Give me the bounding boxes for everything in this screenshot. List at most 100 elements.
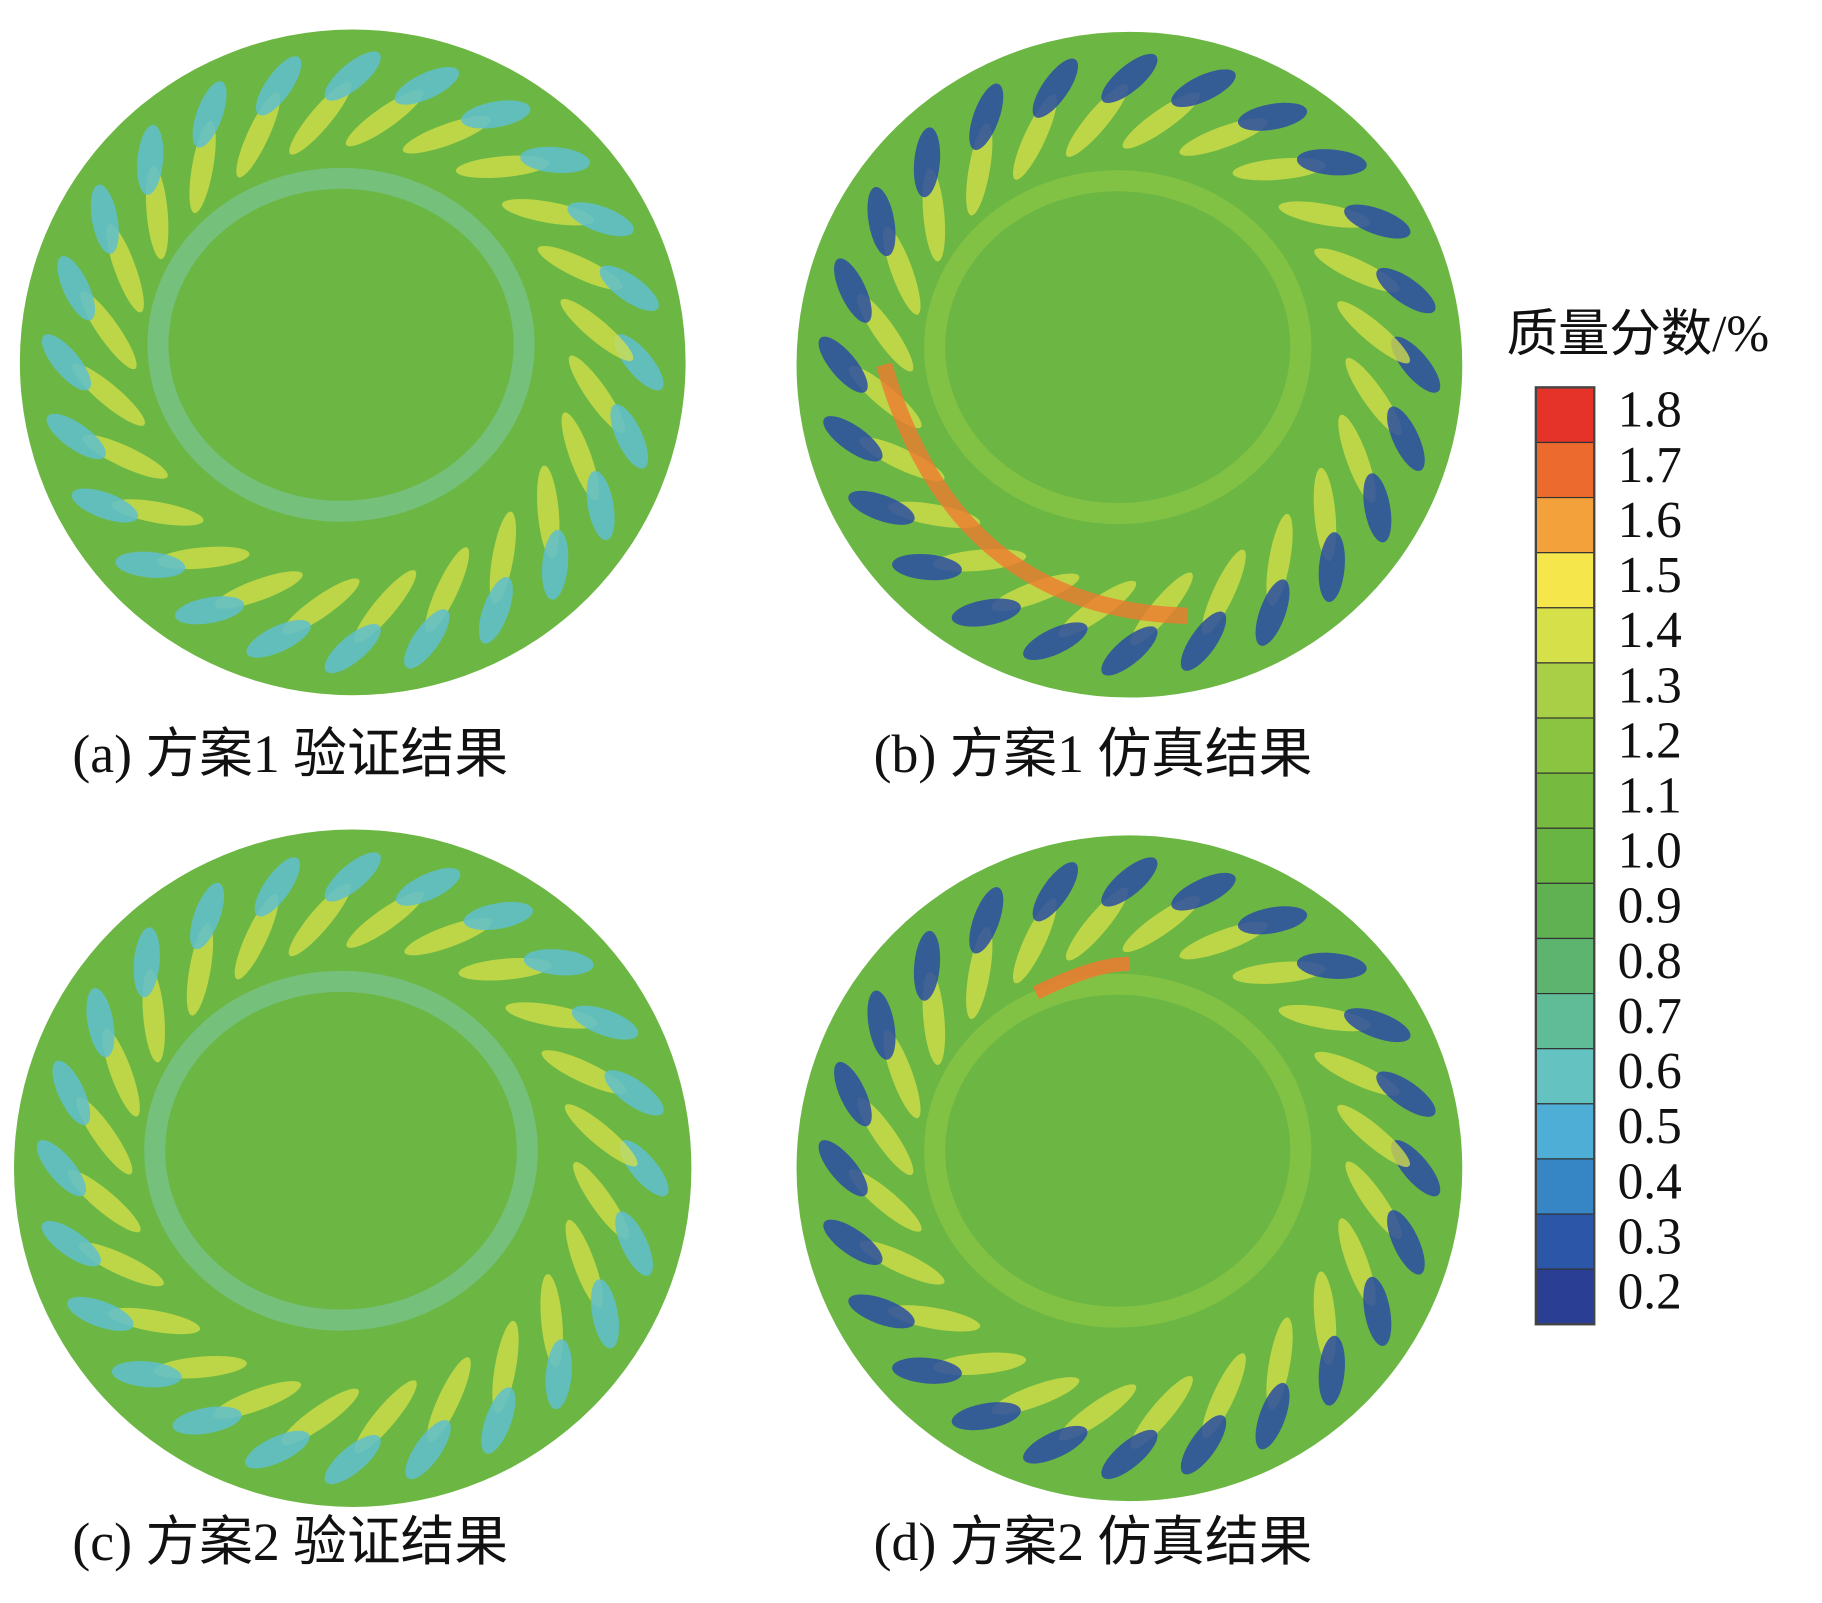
tick-label: 1.8 (1618, 382, 1682, 439)
rim-blob (1296, 952, 1367, 979)
rim-blob (848, 1294, 915, 1329)
tick-label: 1.0 (1618, 823, 1682, 880)
contour-plot (14, 829, 692, 1507)
rim-blob (848, 490, 915, 525)
color-band (1535, 662, 1595, 719)
rim-blob (461, 100, 531, 129)
rim-blob (818, 336, 868, 393)
streak (234, 894, 279, 980)
color-band (1535, 386, 1595, 444)
rim-blob (404, 609, 450, 669)
rim-blob (586, 470, 615, 541)
streak (541, 1050, 627, 1095)
streak (67, 1170, 141, 1233)
rim-blob (913, 930, 941, 1001)
rim-blob (520, 146, 591, 174)
color-band (1535, 882, 1595, 940)
streak (1266, 1317, 1293, 1410)
rim-blob (137, 125, 164, 195)
streak (354, 1380, 417, 1454)
color-band (1535, 717, 1595, 774)
rim-blob (172, 1406, 242, 1435)
rim-blob (545, 1339, 572, 1410)
rim-blob (1387, 406, 1425, 471)
rim-blob (892, 553, 962, 581)
rim-blob (1101, 857, 1158, 907)
streak (492, 1320, 519, 1413)
rim-blob (823, 1219, 883, 1266)
rim-blob (478, 577, 513, 644)
color-band (1535, 827, 1595, 884)
streak (288, 883, 351, 957)
streak (1314, 1051, 1400, 1096)
rim-blob (1032, 862, 1079, 922)
rim-blob (324, 852, 381, 902)
rim-blob (324, 51, 381, 101)
rim-blob (1344, 1008, 1411, 1043)
color-band (1535, 552, 1595, 609)
color-band (1535, 1268, 1595, 1325)
caption: (d) 方案2 仿真结果 (874, 1512, 1313, 1572)
streak (189, 121, 216, 214)
streak (1314, 248, 1400, 293)
rim-blob (1101, 53, 1158, 104)
rim-blob (1363, 1276, 1392, 1346)
rim-blob (969, 887, 1004, 954)
tick-label: 1.6 (1618, 492, 1682, 549)
rim-blob (867, 990, 896, 1060)
streak (505, 1002, 598, 1029)
rim-blob (111, 1361, 182, 1388)
rim-blob (1171, 872, 1236, 911)
rim-blob (90, 184, 119, 254)
tick-label: 0.4 (1618, 1153, 1682, 1210)
tick-label: 0.3 (1618, 1208, 1682, 1265)
rim-blob (610, 404, 649, 469)
rim-blob (324, 624, 381, 674)
rim-blob (1237, 906, 1308, 935)
streak (426, 1357, 471, 1443)
streak (537, 245, 623, 290)
tick-label: 0.6 (1618, 1043, 1682, 1100)
inner-zone (924, 973, 1312, 1328)
streak (859, 1240, 945, 1285)
rim-blob (1180, 611, 1227, 671)
rim-blob (1387, 1210, 1425, 1275)
contour-plot (19, 29, 686, 696)
caption: (c) 方案2 验证结果 (72, 1512, 508, 1572)
rim-blob (36, 1140, 87, 1197)
color-band (1535, 772, 1595, 829)
rim-blob (590, 1279, 620, 1349)
rim-blob (1237, 102, 1308, 131)
rim-blob (913, 127, 941, 198)
tick-label: 1.5 (1618, 547, 1682, 604)
rim-blob (969, 83, 1004, 150)
rim-blob (1032, 58, 1079, 118)
color-band (1535, 496, 1595, 554)
inner-zone (924, 170, 1312, 525)
contour-plot (796, 835, 1463, 1502)
colorbar-title: 质量分数/% (1507, 306, 1770, 363)
colorbar: 1.81.71.61.51.41.31.21.11.00.90.80.70.60… (1534, 382, 1682, 1326)
rim-blob (1171, 69, 1236, 108)
rim-blob (1255, 1382, 1290, 1450)
rim-blob (190, 882, 225, 950)
rim-blob (951, 1402, 1021, 1431)
color-band (1535, 1213, 1595, 1270)
streak (1278, 1004, 1371, 1032)
rim-blob (246, 620, 311, 658)
caption: (a) 方案1 验证结果 (72, 724, 508, 784)
inner-zone (147, 167, 535, 522)
rim-blob (604, 1070, 664, 1116)
streak (1013, 94, 1057, 180)
streak (966, 926, 993, 1019)
streak (888, 1305, 981, 1332)
hot-zone (876, 362, 1189, 624)
tick-label: 1.3 (1618, 657, 1682, 714)
rim-blob (41, 334, 92, 391)
rim-blob (71, 488, 139, 523)
rim-blob (255, 56, 302, 116)
rim-blob (1376, 1071, 1436, 1117)
rim-blob (1023, 1425, 1088, 1464)
